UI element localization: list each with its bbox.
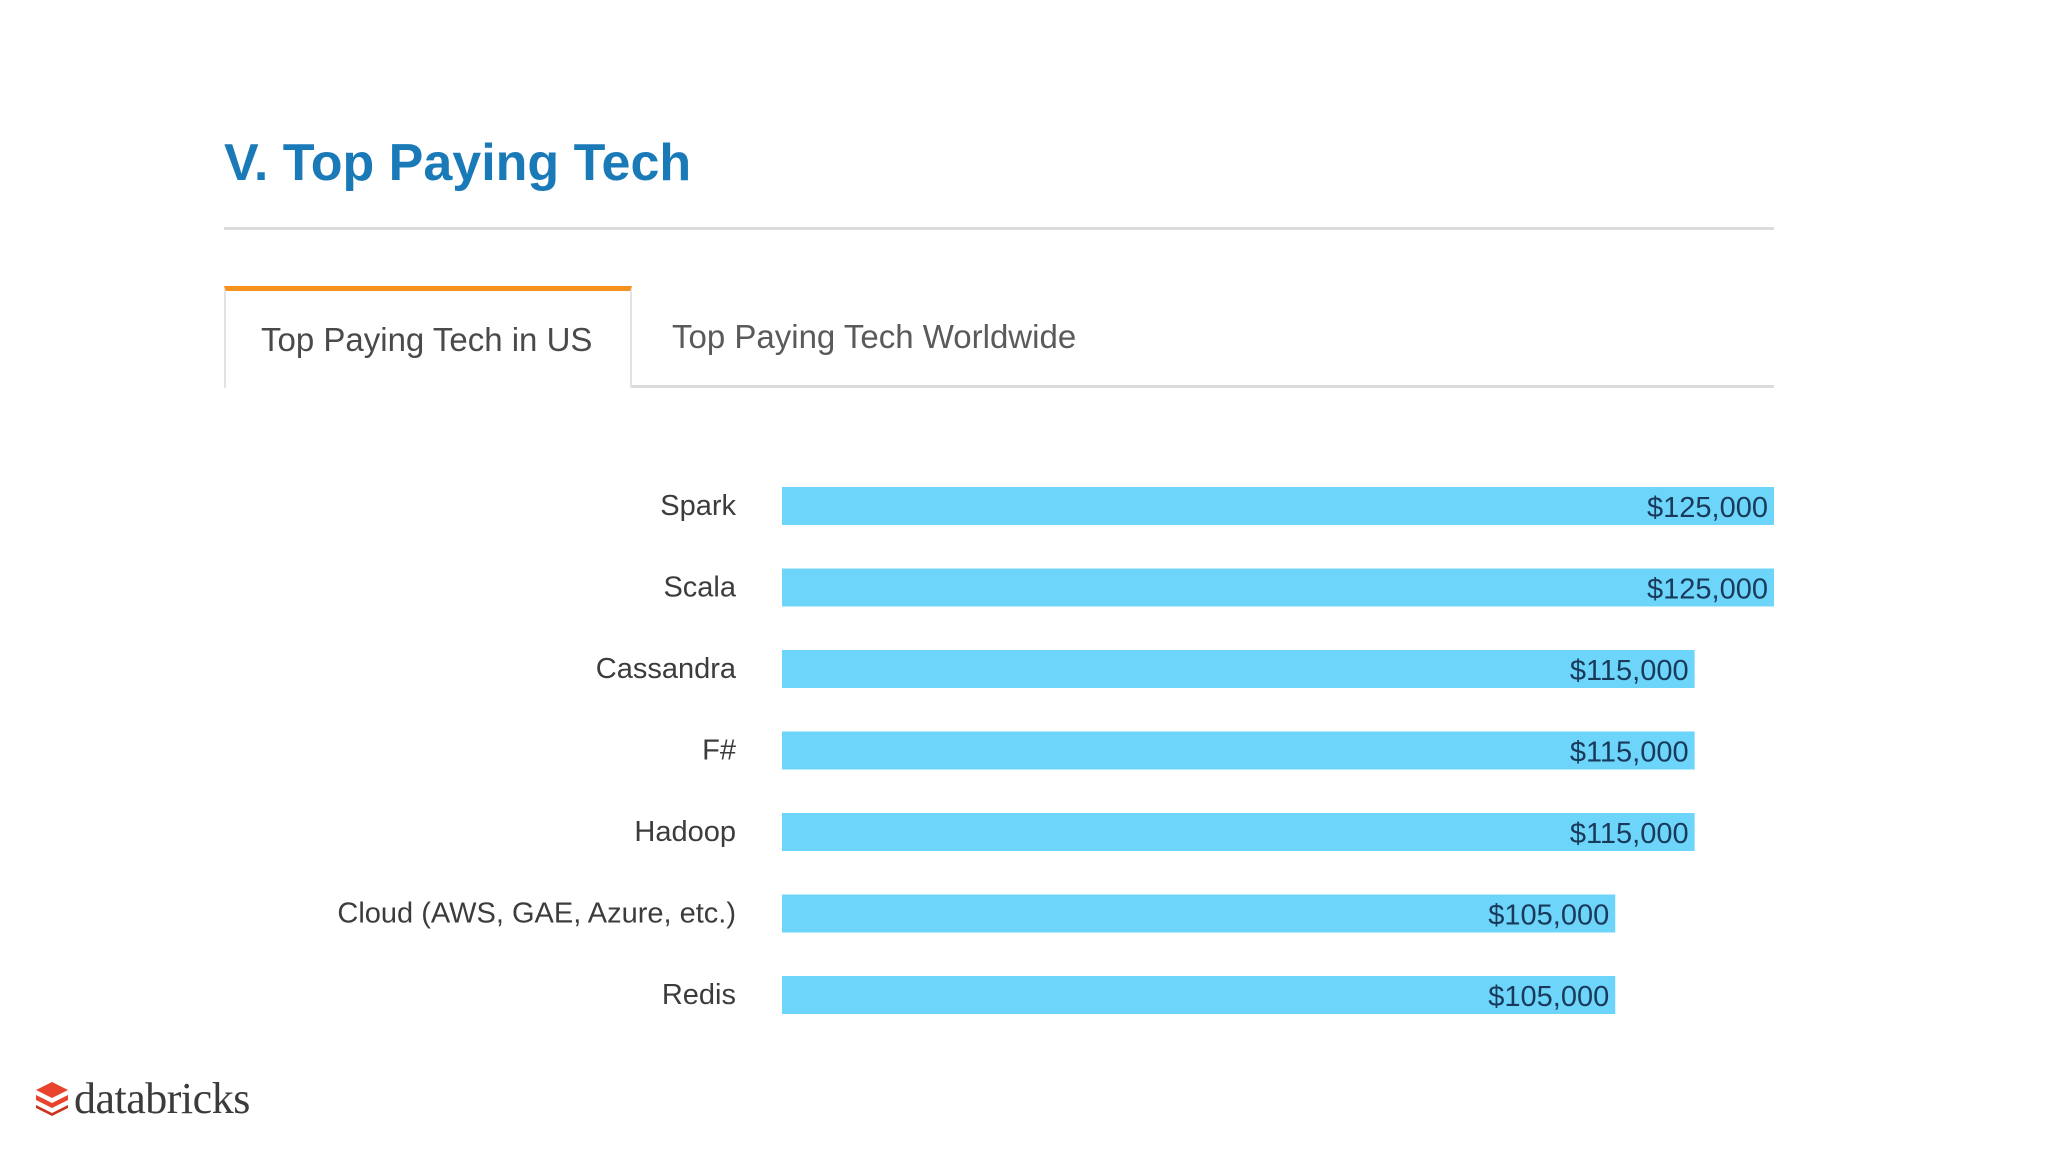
category-label: Cassandra — [596, 653, 737, 685]
logo-wordmark: databricks — [74, 1073, 250, 1123]
tab-bar-baseline — [632, 385, 1774, 388]
bar-value-label: $125,000 — [1647, 492, 1768, 524]
tab-bar: Top Paying Tech in US Top Paying Tech Wo… — [224, 286, 1774, 388]
databricks-logo: databricks — [34, 1072, 250, 1124]
bar — [782, 487, 1774, 525]
bar — [782, 650, 1695, 688]
bar-value-label: $105,000 — [1488, 900, 1609, 932]
bar — [782, 813, 1695, 851]
tab-top-paying-tech-worldwide[interactable]: Top Paying Tech Worldwide — [672, 318, 1077, 355]
category-label: Hadoop — [634, 816, 736, 848]
tab-top-paying-tech-us[interactable]: Top Paying Tech in US — [224, 286, 632, 388]
page-title: V. Top Paying Tech — [224, 134, 692, 192]
bar-value-label: $125,000 — [1647, 574, 1768, 606]
title-divider — [224, 227, 1774, 230]
databricks-stack-icon — [36, 1082, 68, 1116]
category-label: Redis — [662, 979, 736, 1011]
category-label: Cloud (AWS, GAE, Azure, etc.) — [337, 898, 736, 930]
category-label: Scala — [663, 572, 736, 604]
bar — [782, 976, 1616, 1014]
bar — [782, 894, 1616, 933]
category-label: Spark — [660, 490, 736, 522]
bar-value-label: $115,000 — [1570, 737, 1689, 769]
bar — [782, 568, 1774, 607]
bar — [782, 731, 1695, 770]
bar-value-label: $115,000 — [1570, 655, 1689, 687]
bar-value-label: $105,000 — [1488, 981, 1609, 1013]
bar-value-label: $115,000 — [1570, 818, 1689, 850]
category-label: F# — [702, 735, 736, 767]
